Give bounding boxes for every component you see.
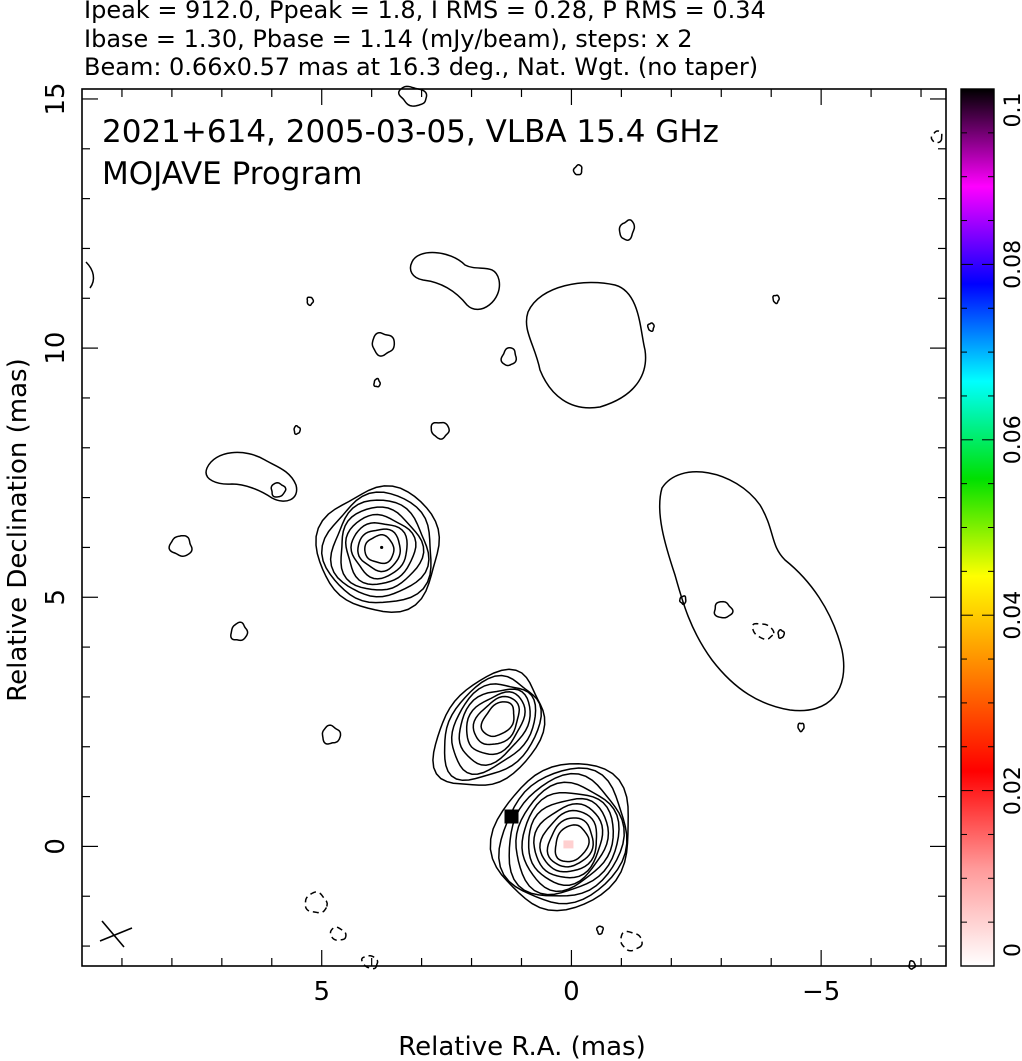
knot-contour [443, 674, 542, 782]
tiny-contour [908, 960, 917, 970]
knot-contour [480, 701, 515, 738]
northern-component-contour [344, 513, 417, 586]
axis-ticks: 5 0 −5 0 5 10 15 [41, 82, 946, 1007]
core-contour [527, 797, 610, 886]
polarization-pixel [563, 840, 574, 849]
small-contour-island [572, 164, 583, 176]
knot-contour [472, 695, 521, 746]
colorbar-tick-label: 0 [1001, 943, 1022, 957]
northern-component-contour [329, 499, 430, 598]
small-contour-island [168, 534, 193, 557]
small-contour-island [618, 219, 636, 241]
knot-contour [458, 688, 531, 766]
negative-contour [360, 955, 379, 970]
core-contour [554, 824, 590, 863]
y-tick-label: 10 [41, 332, 71, 365]
tiny-contour [293, 424, 302, 436]
tiny-contour [373, 377, 381, 388]
negative-contour [329, 926, 347, 941]
peak-marker [504, 809, 519, 824]
header-line-2: Ibase = 1.30, Pbase = 1.14 (mJy/beam), s… [84, 25, 693, 53]
northern-component-contour [350, 522, 408, 580]
x-tick-label: 5 [313, 977, 330, 1007]
core-contour [533, 802, 604, 879]
tiny-contour [595, 925, 604, 936]
colorbar-tick-label: 0.06 [1001, 415, 1022, 464]
header-line-1: Ipeak = 912.0, Ppeak = 1.8, I RMS = 0.28… [84, 0, 766, 24]
knot-contour [450, 683, 537, 775]
tiny-contour [306, 296, 315, 307]
y-axis-label: Relative Declination (mas) [3, 358, 33, 701]
x-tick-label: 0 [563, 977, 580, 1007]
northern-component-contour [315, 485, 441, 614]
plot-frame [81, 88, 947, 967]
tiny-contour [646, 322, 655, 333]
plot-title-line-2: MOJAVE Program [102, 156, 362, 192]
left-patch-contour [205, 451, 298, 502]
colorbar-tick-label: 0.08 [1001, 240, 1022, 289]
northern-component-contour [364, 534, 395, 565]
core-contour [521, 791, 615, 893]
northern-component-contour [320, 491, 432, 604]
colorbar-tick-label: 0.1 [1001, 93, 1022, 128]
core-contour [498, 767, 628, 905]
northern-component-contour [357, 528, 402, 573]
small-contour-island [713, 600, 734, 619]
northern-component-contour [340, 506, 425, 591]
y-tick-label: 0 [41, 838, 71, 855]
negative-contour [751, 622, 775, 641]
x-axis-label: Relative R.A. (mas) [398, 1032, 645, 1061]
small-contour-island [397, 85, 428, 107]
core-contour [539, 809, 598, 873]
tiny-contour [797, 722, 805, 733]
header-line-3: Beam: 0.66x0.57 mas at 16.3 deg., Nat. W… [84, 53, 758, 81]
x-tick-label: −5 [802, 977, 840, 1007]
plot-title-line-1: 2021+614, 2005-03-05, VLBA 15.4 GHz [102, 114, 719, 150]
beam-cross-marker [99, 920, 133, 948]
upper-patch-contour [409, 251, 501, 311]
colorbar: 0 0.02 0.04 0.06 0.08 0.1 [960, 88, 1022, 967]
negative-contour [619, 930, 643, 952]
core-contour [489, 763, 629, 912]
contour-layer [85, 85, 943, 970]
y-tick-label: 15 [41, 82, 71, 115]
colorbar-tick-label: 0.02 [1001, 766, 1022, 815]
knot-contour [465, 691, 526, 756]
colorbar-tick-label: 0.04 [1001, 591, 1022, 640]
western-extension-contour [658, 471, 845, 712]
small-contour-island [230, 621, 249, 642]
negative-contour [930, 130, 943, 144]
small-contour-island [500, 347, 518, 367]
tiny-contour [777, 629, 786, 639]
tiny-contour [772, 294, 780, 305]
tiny-contour [678, 595, 687, 606]
northern-extension-contour [525, 281, 647, 409]
small-contour-island [430, 421, 450, 440]
small-contour-island [270, 482, 287, 498]
edge-contour [85, 261, 95, 289]
y-tick-label: 5 [41, 589, 71, 606]
northern-component-peak [380, 545, 384, 550]
core-contour [515, 781, 620, 896]
small-contour-island [321, 724, 342, 745]
core-contour [546, 817, 594, 868]
core-contour [508, 772, 625, 897]
small-contour-island [371, 332, 396, 357]
negative-contour [304, 891, 328, 914]
